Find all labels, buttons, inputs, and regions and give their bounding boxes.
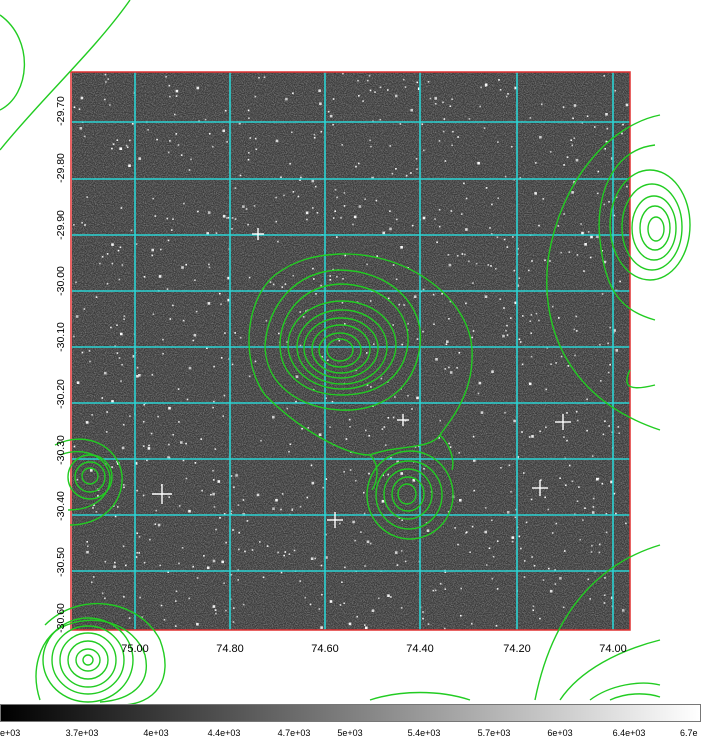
ra-axis-labels: 75.00 74.80 74.60 74.40 74.20 74.00 — [121, 643, 627, 655]
star-field — [73, 72, 629, 630]
colorbar-tick-label: 4e+03 — [143, 728, 169, 738]
colorbar-tick-label: 4.4e+03 — [207, 728, 241, 738]
dec-tick-label: -30.60 — [55, 603, 67, 633]
colorbar-tick-label: 6.7e — [680, 728, 698, 738]
colorbar-tick-label: 5.4e+03 — [407, 728, 441, 738]
colorbar-tick-label: e+03 — [0, 728, 21, 738]
dec-tick-label: -30.40 — [55, 491, 67, 521]
ra-tick-label: 74.80 — [216, 643, 244, 655]
ra-tick-label: 74.20 — [503, 643, 531, 655]
dec-tick-label: -29.90 — [55, 210, 67, 240]
colorbar-tick-label: 6e+03 — [547, 728, 573, 738]
dec-tick-label: -30.10 — [55, 322, 67, 352]
dec-tick-label: -30.00 — [55, 266, 67, 296]
colorbar-tick-label: 3.7e+03 — [65, 728, 99, 738]
wcs-grid — [72, 72, 630, 630]
dec-tick-label: -29.70 — [55, 96, 67, 126]
ra-tick-label: 74.40 — [406, 643, 434, 655]
ra-tick-label: 75.00 — [121, 643, 149, 655]
dec-tick-label: -30.20 — [55, 379, 67, 409]
dec-tick-label: -30.30 — [55, 435, 67, 465]
dec-axis-labels: -29.70 -29.80 -29.90 -30.00 -30.10 -30.20 -30.… — [55, 96, 67, 633]
dec-tick-label: -30.50 — [55, 547, 67, 577]
bright-stars — [152, 228, 571, 528]
colorbar-tick-label: 6.4e+03 — [612, 728, 646, 738]
colorbar-tick-label: 5e+03 — [337, 728, 363, 738]
ra-tick-label: 74.60 — [311, 643, 339, 655]
image-frame — [70, 71, 631, 631]
colorbar-tick-label: 5.7e+03 — [477, 728, 511, 738]
sky-image — [72, 72, 630, 630]
contour-overlay — [0, 0, 691, 706]
colorbar-tick-label: 4.7e+03 — [277, 728, 311, 738]
ra-tick-label: 74.00 — [599, 643, 627, 655]
colorbar[interactable] — [0, 704, 701, 722]
dec-tick-label: -29.80 — [55, 153, 67, 183]
